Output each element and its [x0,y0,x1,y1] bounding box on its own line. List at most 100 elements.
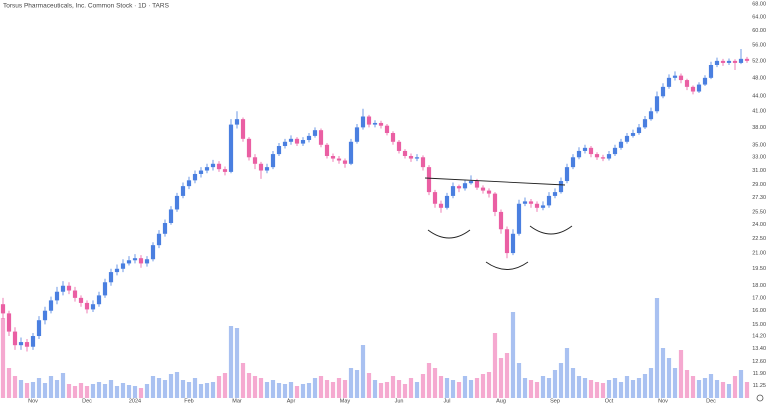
x-tick-label: Sep [550,398,560,404]
candle-body [288,138,294,142]
candle-body [108,272,114,283]
candle-body [690,86,696,92]
candle-body [660,86,666,97]
volume-bar [42,383,48,398]
candle-body [312,130,318,136]
candle-body [732,60,738,63]
candle-body [522,201,528,204]
x-tick-label: Jun [395,398,404,404]
volume-bar [366,373,372,398]
candle-body [30,336,36,347]
volume-bar [528,380,534,398]
volume-bar [498,358,504,398]
candle-body [186,180,192,187]
volume-bar [558,363,564,398]
candle-body [546,195,552,206]
volume-bar [342,380,348,398]
x-tick-label: Aug [496,398,506,404]
candle-body [540,205,546,208]
candle-body [684,80,690,87]
candle-body [240,119,246,139]
candle-body [360,116,366,128]
candle-body [378,122,384,126]
candle-body [72,290,78,298]
volume-bar [648,368,654,398]
candle-body [162,223,168,234]
candle-body [648,111,654,120]
y-tick-label: 33.00 [752,155,766,161]
volume-bar [744,382,750,398]
y-tick-label: 19.50 [752,266,766,272]
y-tick-label: 11.25 [753,383,766,389]
volume-bar [714,380,720,398]
volume-bar [132,386,138,398]
candle-body [510,233,516,254]
y-tick-label: 14.20 [752,333,766,339]
volume-bar [0,318,6,398]
volume-bar [294,386,300,398]
candle-body [60,285,66,292]
y-tick-label: 68.00 [752,1,766,7]
volume-bar [378,383,384,398]
candle-body [126,260,132,264]
candle-body [264,167,270,171]
volume-bar [18,380,24,398]
x-tick-label: Dec [706,398,716,404]
settings-icon[interactable] [756,394,764,402]
candle-body [606,154,612,159]
volume-bar [96,382,102,398]
y-tick-label: 22.50 [752,236,766,242]
chart-title: Torsus Pharmaceuticals, Inc. Common Stoc… [3,3,170,10]
y-tick-label: 48.00 [752,75,766,81]
candle-body [354,127,360,142]
candle-body [720,60,726,63]
volume-bar [684,370,690,398]
volume-bar [234,328,240,398]
volume-bar [300,384,306,398]
x-tick-label: 2024 [129,398,141,404]
candle-body [504,229,510,254]
left-shoulder-arc [427,229,471,239]
volume-bar [24,383,30,398]
y-tick-label: 31.00 [752,168,766,174]
volume-bar [390,376,396,398]
volume-bar [594,382,600,398]
volume-bar [330,382,336,398]
candle-body [48,300,54,311]
y-tick-label: 56.00 [752,43,766,49]
volume-bar [504,353,510,398]
candle-body [102,282,108,296]
candle-body [306,135,312,141]
volume-bar [306,383,312,398]
candle-body [78,297,84,303]
candle-body [618,141,624,148]
volume-bar [450,380,456,398]
candle-body [150,245,156,260]
volume-bar [162,380,168,398]
candle-body [558,181,564,193]
volume-bar [540,376,546,398]
volume-bar [222,373,228,398]
y-tick-label: 21.00 [752,251,766,257]
volume-bar [516,363,522,398]
volume-bar [264,382,270,398]
candle-body [372,122,378,125]
volume-bar [120,383,126,398]
candle-body [270,154,276,168]
volume-bar [72,386,78,398]
candle-body [468,181,474,184]
volume-bar [462,376,468,398]
y-tick-label: 15.00 [752,322,766,328]
volume-bar [180,380,186,398]
volume-bar [426,363,432,398]
volume-bar [276,383,282,398]
candle-body [678,75,684,81]
volume-bar [492,333,498,398]
y-tick-label: 41.00 [752,109,766,115]
y-tick-label: 17.00 [752,295,766,301]
volume-bar [672,368,678,398]
volume-bar [564,348,570,398]
candle-layer [0,48,750,352]
